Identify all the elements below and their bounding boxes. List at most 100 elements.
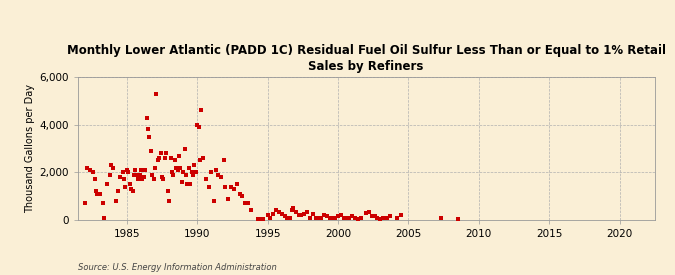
Point [252,217,263,221]
Point [324,215,335,220]
Point [169,158,180,163]
Point [225,185,236,189]
Point [304,215,315,220]
Point [232,182,242,186]
Point [159,156,170,160]
Point [107,165,118,170]
Point [138,175,149,179]
Point [271,208,281,213]
Point [190,170,201,175]
Point [102,182,113,186]
Point [392,215,402,220]
Point [302,210,313,214]
Point [119,177,130,182]
Point [310,215,321,220]
Point [293,213,304,218]
Point [196,108,207,112]
Point [106,163,117,167]
Point [181,172,192,177]
Point [144,134,155,139]
Point [141,115,152,120]
Point [113,189,124,194]
Point [178,170,188,175]
Point [185,182,196,186]
Point [153,158,163,163]
Point [198,156,209,160]
Point [172,168,183,172]
Point [258,217,269,221]
Point [242,201,253,205]
Point [286,208,297,213]
Point [79,201,90,205]
Point [176,180,187,184]
Point [352,217,363,221]
Point [263,213,273,218]
Point [88,170,99,175]
Point [350,215,360,220]
Point [85,168,96,172]
Point [186,170,197,175]
Point [213,172,224,177]
Point [168,172,179,177]
Point [216,175,227,179]
Point [173,153,184,158]
Point [155,151,166,155]
Point [167,170,178,175]
Point [124,182,135,186]
Point [335,213,346,218]
Point [179,146,190,151]
Point [265,215,276,220]
Point [367,214,377,219]
Point [99,215,110,220]
Y-axis label: Thousand Gallons per Day: Thousand Gallons per Day [25,84,35,213]
Point [89,177,100,182]
Point [296,213,307,218]
Point [344,215,354,220]
Point [122,168,132,172]
Point [189,163,200,167]
Point [313,215,324,220]
Point [237,194,248,198]
Point [382,215,393,220]
Point [276,212,287,216]
Point [435,215,446,220]
Point [142,127,153,132]
Point [148,177,159,182]
Point [157,175,167,179]
Point [192,122,202,127]
Point [375,217,385,221]
Point [175,165,186,170]
Point [117,170,128,175]
Point [223,196,234,201]
Point [123,170,134,175]
Point [220,185,231,189]
Point [193,125,204,129]
Point [164,199,175,203]
Point [396,213,407,218]
Point [288,206,298,210]
Point [385,214,396,219]
Point [134,172,145,177]
Point [145,149,156,153]
Point [378,215,389,220]
Point [452,217,463,221]
Point [98,201,109,205]
Point [355,215,366,220]
Point [154,156,165,160]
Point [115,175,126,179]
Point [161,151,171,155]
Point [126,187,136,191]
Point [200,177,211,182]
Point [234,192,245,196]
Point [372,215,383,220]
Point [206,170,217,175]
Point [165,156,176,160]
Point [364,210,375,214]
Point [136,168,146,172]
Point [219,158,230,163]
Point [203,185,214,189]
Point [290,210,301,214]
Point [132,172,142,177]
Point [299,212,310,216]
Point [347,214,358,219]
